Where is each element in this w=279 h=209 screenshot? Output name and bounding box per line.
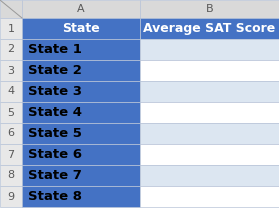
Text: State 7: State 7 bbox=[28, 169, 82, 182]
Bar bbox=[0, 81, 22, 102]
Bar bbox=[0, 0, 22, 18]
Text: A: A bbox=[77, 4, 85, 14]
Bar bbox=[140, 39, 279, 60]
Text: State: State bbox=[62, 22, 100, 35]
Text: 5: 5 bbox=[8, 107, 15, 117]
Bar bbox=[140, 102, 279, 123]
Text: 4: 4 bbox=[8, 87, 15, 97]
Bar bbox=[22, 186, 140, 207]
Bar bbox=[140, 0, 279, 18]
Text: State 8: State 8 bbox=[28, 190, 82, 203]
Text: 6: 6 bbox=[8, 129, 15, 139]
Text: 9: 9 bbox=[8, 191, 15, 201]
Bar bbox=[22, 144, 140, 165]
Text: 1: 1 bbox=[8, 23, 15, 33]
Bar bbox=[140, 123, 279, 144]
Bar bbox=[0, 186, 22, 207]
Text: 3: 3 bbox=[8, 65, 15, 75]
Bar bbox=[0, 18, 22, 39]
Bar bbox=[0, 144, 22, 165]
Text: Average SAT Score: Average SAT Score bbox=[143, 22, 276, 35]
Text: State 1: State 1 bbox=[28, 43, 82, 56]
Text: State 6: State 6 bbox=[28, 148, 82, 161]
Bar bbox=[22, 165, 140, 186]
Text: 8: 8 bbox=[8, 171, 15, 181]
Bar bbox=[22, 0, 140, 18]
Bar bbox=[22, 123, 140, 144]
Bar bbox=[22, 102, 140, 123]
Bar bbox=[22, 81, 140, 102]
Text: 2: 2 bbox=[8, 45, 15, 55]
Text: B: B bbox=[206, 4, 213, 14]
Bar bbox=[140, 81, 279, 102]
Bar bbox=[22, 39, 140, 60]
Bar bbox=[22, 60, 140, 81]
Bar bbox=[140, 144, 279, 165]
Bar bbox=[22, 18, 140, 39]
Bar bbox=[0, 165, 22, 186]
Bar bbox=[140, 18, 279, 39]
Bar bbox=[0, 123, 22, 144]
Text: State 2: State 2 bbox=[28, 64, 82, 77]
Text: State 3: State 3 bbox=[28, 85, 82, 98]
Text: State 5: State 5 bbox=[28, 127, 82, 140]
Text: State 4: State 4 bbox=[28, 106, 82, 119]
Bar bbox=[140, 165, 279, 186]
Text: 7: 7 bbox=[8, 149, 15, 159]
Bar bbox=[0, 102, 22, 123]
Bar bbox=[140, 60, 279, 81]
Bar bbox=[0, 39, 22, 60]
Bar bbox=[140, 186, 279, 207]
Bar bbox=[0, 60, 22, 81]
